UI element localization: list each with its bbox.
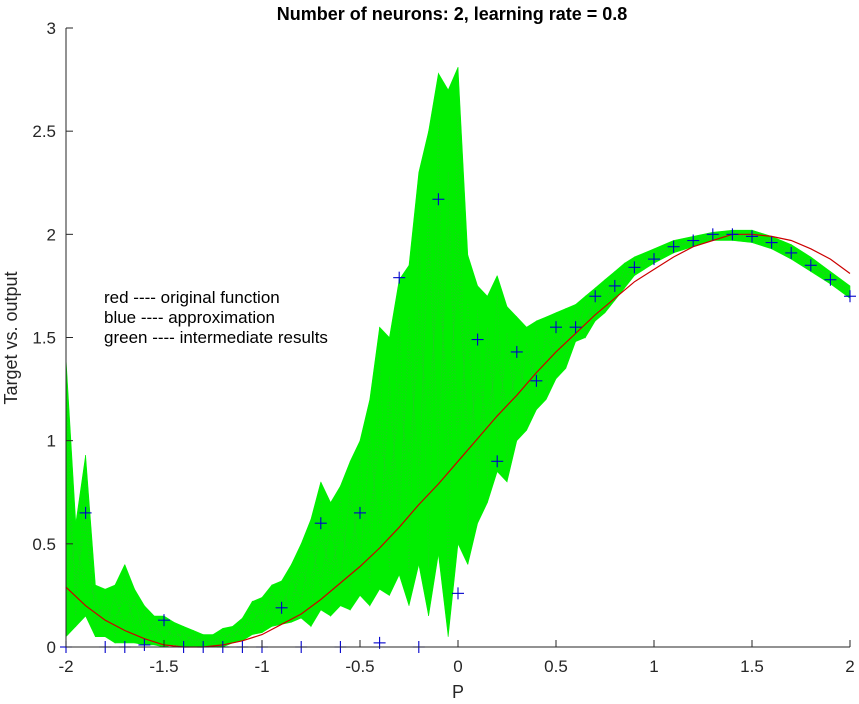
approximation-point [452,587,464,600]
intermediate-band-segment [516,316,527,442]
intermediate-band-segment [330,485,341,617]
intermediate-band-segment [418,131,429,617]
approximation-point [569,321,582,334]
axes: -2 -1.5 -1 -0.5 0 0.5 1 1.5 2 0 0.5 1 1.5 2 2.5 3 [32,19,854,676]
approximation-point [746,230,758,243]
approximation-point [608,279,621,292]
intermediate-trace [65,114,851,647]
approximation-point [471,333,484,346]
approximation-point [628,261,641,274]
x-tick-label: 1.5 [740,657,764,676]
approximation-point [687,234,700,247]
approximation-point [491,455,504,468]
approximation-point [726,228,739,241]
approximation-point [824,273,837,286]
intermediate-band-segment [467,254,478,565]
chart-title: Number of neurons: 2, learning rate = 0.… [277,4,628,24]
x-tick-label: 0.5 [544,657,568,676]
intermediate-trace [65,233,851,644]
x-axis-label: P [452,682,464,702]
approximation-point [314,517,327,530]
approximation-point [138,638,151,651]
approximation-point [158,614,170,627]
intermediate-band-segment [496,275,508,483]
y-tick-label: 2.5 [32,122,56,141]
y-tick-label: 1 [47,432,56,451]
approximation-point [648,253,660,266]
x-tick-label: -1.5 [149,657,178,676]
intermediate-band-segment [447,67,459,637]
approximation-point [275,601,288,614]
approximation-point [667,240,680,253]
approximation-point [432,193,445,206]
x-tick-label: 2 [845,657,854,676]
legend-line-original: red ---- original function [104,288,280,307]
y-tick-label: 0 [47,638,56,657]
approximation-point [785,246,798,259]
approximation-point [706,228,719,241]
x-tick-label: 1 [649,657,658,676]
x-tick-label: 0 [453,657,462,676]
legend-line-intermediate: green ---- intermediate results [104,328,328,347]
legend: red ---- original function blue ---- app… [104,288,328,347]
intermediate-band-segment [340,461,351,611]
intermediate-trace [65,234,851,642]
y-tick-label: 2 [47,225,56,244]
plot-area [60,67,856,653]
approximation-point [393,271,406,284]
y-tick-label: 0.5 [32,535,56,554]
approximation-point [844,290,856,303]
approximation-point [354,506,366,519]
approximation-point [765,236,778,249]
y-tick-label: 3 [47,19,56,38]
y-axis-label: Target vs. output [1,271,21,404]
x-tick-label: -1 [254,657,269,676]
intermediate-band-segment [251,597,263,635]
approximation-point [79,506,92,519]
y-tick-label: 1.5 [32,329,56,348]
intermediate-band-segment [438,72,449,637]
x-tick-label: -0.5 [345,657,374,676]
approximation-point [530,374,543,387]
approximation-point [804,259,817,272]
approximation-point [589,290,602,303]
approximation-point [550,321,562,334]
x-tick-label: -2 [58,657,73,676]
legend-line-approximation: blue ---- approximation [104,308,275,327]
approximation-point [510,345,523,358]
